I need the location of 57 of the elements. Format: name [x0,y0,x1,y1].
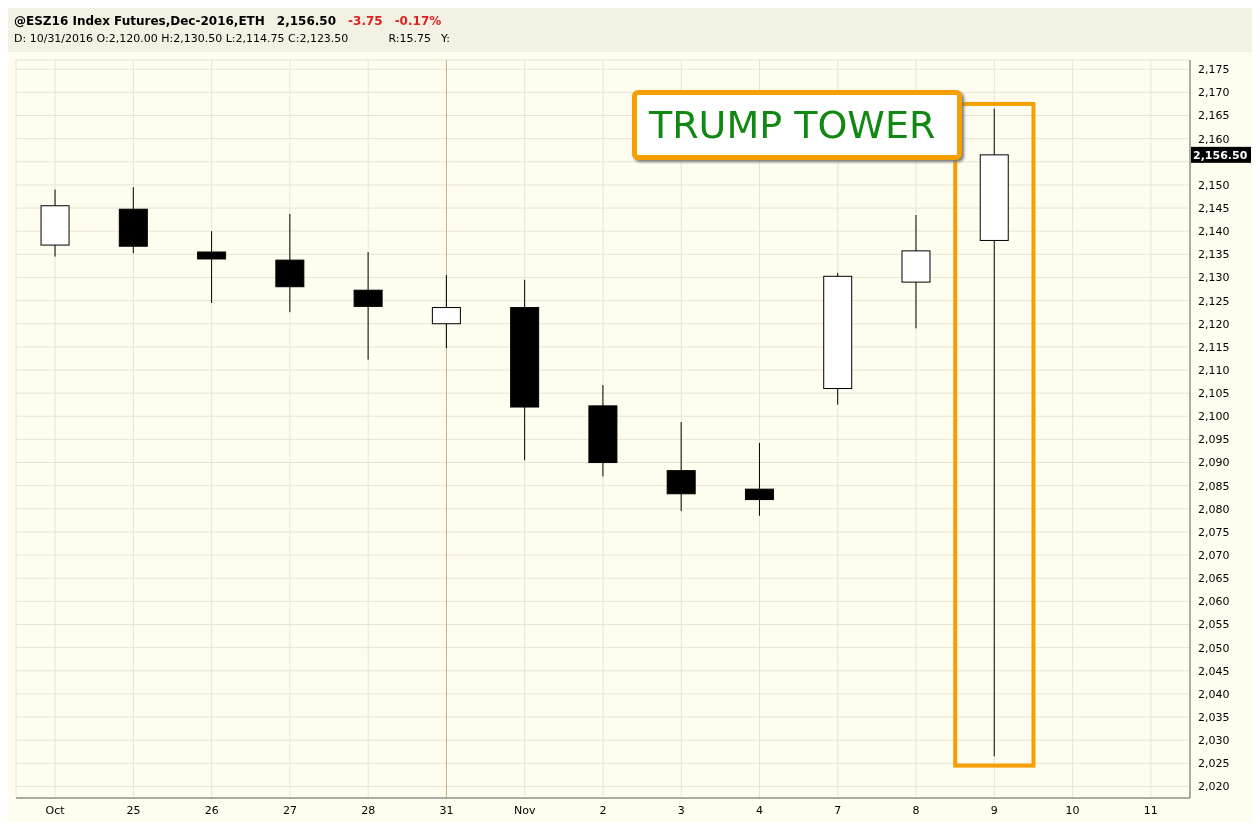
y-tick-label: 2,115 [1198,340,1230,354]
y-tick-label: 2,050 [1198,641,1230,655]
y-tick-label: 2,080 [1198,502,1230,516]
x-tick-label: 31 [439,803,454,817]
candlestick [197,230,227,304]
chart-subtitle: D: 10/31/2016 O:2,120.00 H:2,130.50 L:2,114.75 C:2,123.50 [14,32,349,45]
y-tick-label: 2,065 [1198,572,1230,586]
y-tick-label: 2,030 [1198,734,1230,748]
y-tick-label: 2,160 [1198,132,1230,146]
y-tick-label: 2,055 [1198,618,1230,632]
text: -3.75 [348,14,383,28]
y-tick-label: 2,140 [1198,225,1230,239]
y-tick-label: 2,045 [1198,664,1230,678]
y-tick-label: 2,165 [1198,109,1230,123]
y-tick-label: 2,135 [1198,248,1230,262]
y-tick-label: 2,020 [1198,780,1230,794]
y-tick-label: 2,035 [1198,710,1230,724]
x-tick-label: 9 [990,803,998,817]
text: R:15.75 [388,32,431,45]
text: 2,156.50 [1193,148,1248,162]
chart-title: @ESZ16 Index Futures,Dec-2016,ETH [14,14,265,28]
y-tick-label: 2,040 [1198,687,1230,701]
y-tick-label: 2,130 [1198,271,1230,285]
y-tick-label: 2,175 [1198,63,1230,77]
x-tick-label: 8 [912,803,920,817]
y-tick-label: 2,110 [1198,363,1230,377]
x-tick-label: 11 [1143,803,1158,817]
x-tick-label: 28 [361,803,376,817]
y-tick-label: 2,075 [1198,525,1230,539]
y-tick-label: 2,070 [1198,548,1230,562]
x-tick-label: 3 [677,803,685,817]
text: 2,156.50 [276,14,337,28]
y-tick-label: 2,170 [1198,86,1230,100]
x-tick-label: 25 [126,803,141,817]
x-tick-label: 10 [1065,803,1080,817]
y-tick-label: 2,145 [1198,201,1230,215]
y-tick-label: 2,085 [1198,479,1230,493]
y-tick-label: 2,105 [1198,387,1230,401]
x-tick-label: 7 [834,803,842,817]
y-tick-label: 2,095 [1198,433,1230,447]
x-tick-label: 26 [204,803,219,817]
candlestick [744,442,774,517]
y-tick-label: 2,025 [1198,757,1230,771]
y-tick-label: 2,100 [1198,410,1230,424]
text: Y: [440,32,450,45]
text: -0.17% [394,14,442,28]
y-tick-label: 2,090 [1198,456,1230,470]
x-tick-label: 27 [282,803,297,817]
y-tick-label: 2,060 [1198,595,1230,609]
x-tick-label: 2 [599,803,607,817]
x-tick-label: Nov [514,803,536,817]
annotation: TRUMP TOWER [632,90,962,160]
x-tick-label: Oct [45,803,66,817]
y-tick-label: 2,125 [1198,294,1230,308]
y-tick-label: 2,120 [1198,317,1230,331]
y-tick-label: 2,150 [1198,178,1230,192]
x-tick-label: 4 [756,803,764,817]
